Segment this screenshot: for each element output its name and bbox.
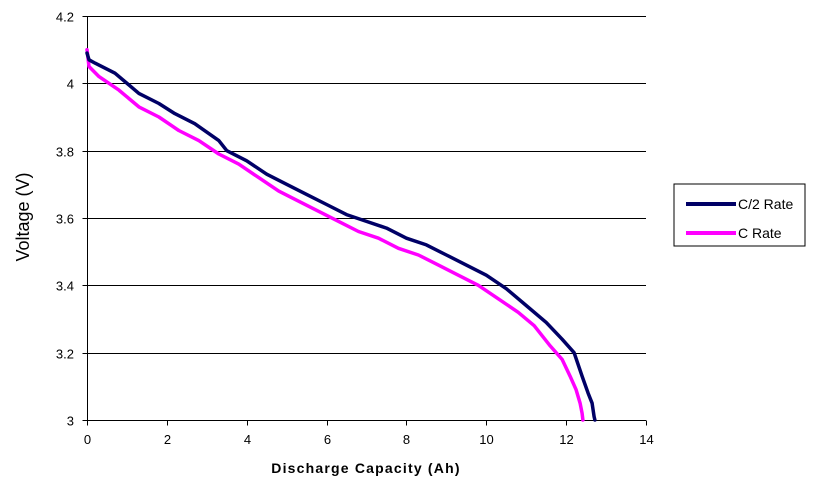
legend: C/2 Rate C Rate (673, 183, 806, 247)
tick-labels: 0 2 4 6 8 10 12 14 3 3.2 3.4 3.6 3.8 4 4.2 (56, 10, 654, 448)
x-axis-title: Discharge Capacity (Ah) (271, 460, 460, 476)
y-tick-label-1: 3.2 (56, 347, 74, 362)
x-tick-label-4: 8 (403, 432, 410, 447)
x-tick-label-2: 4 (244, 432, 251, 447)
y-tick-label-4: 3.8 (56, 145, 74, 160)
y-tick-label-5: 4 (67, 77, 74, 92)
series-layer (85, 47, 597, 422)
x-tick-label-7: 14 (639, 432, 653, 447)
axes (82, 16, 647, 426)
legend-box (673, 183, 806, 247)
x-tick-label-5: 10 (479, 432, 493, 447)
y-tick-label-3: 3.6 (56, 212, 74, 227)
x-tick-label-3: 6 (324, 432, 331, 447)
y-axis-title: Voltage (V) (13, 172, 33, 261)
series-line-c2-rate (85, 51, 597, 422)
x-tick-label-1: 2 (164, 432, 171, 447)
legend-label-c: C Rate (738, 225, 782, 241)
x-tick-label-0: 0 (84, 432, 91, 447)
x-tick-label-6: 12 (559, 432, 573, 447)
y-tick-label-0: 3 (67, 414, 74, 429)
series-line-c-rate (85, 47, 585, 422)
y-tick-label-6: 4.2 (56, 10, 74, 25)
legend-label-c2: C/2 Rate (738, 196, 793, 212)
y-tick-label-2: 3.4 (56, 279, 74, 294)
grid-lines (87, 16, 646, 354)
